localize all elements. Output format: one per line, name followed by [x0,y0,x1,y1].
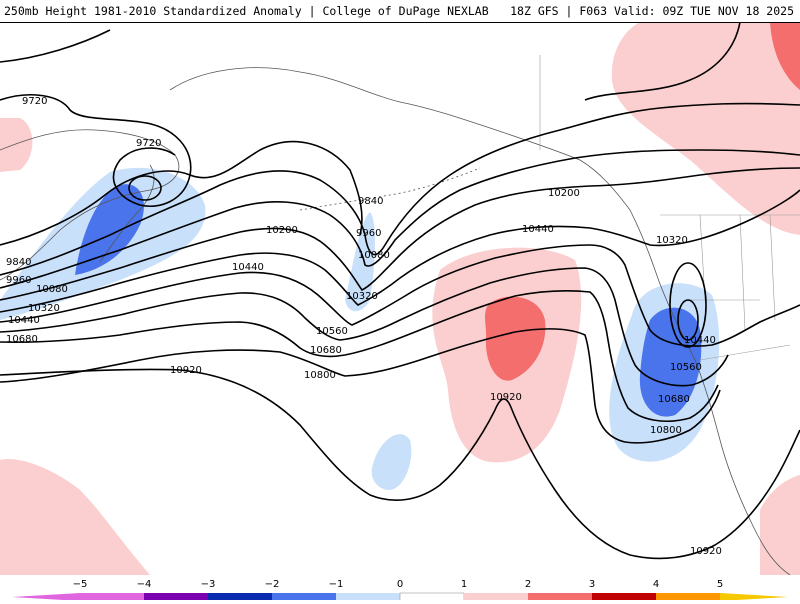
low-west [128,175,162,201]
pos1-anomaly-west [0,118,33,172]
colorbar: −5 −4 −3 −2 −1 0 1 2 3 4 5 [0,575,800,602]
contour-9840 [0,22,741,246]
cbar-arrow-right [720,593,788,601]
label-10560-a: 10560 [316,326,348,337]
cbar-label-pos5: 5 [717,579,723,590]
label-10800-b: 10800 [650,425,682,436]
label-10440-c: 10440 [8,315,40,326]
contour-labels: 9720 9720 9840 9840 9960 9960 10080 1008… [6,96,722,557]
cbar-label-zero: 0 [397,579,403,590]
contour-10320 [0,189,800,313]
cbar-label-neg5: −5 [73,579,88,590]
label-10440-a: 10440 [232,262,264,273]
label-10920-a: 10920 [170,365,202,376]
map-panel: 9720 9720 9840 9840 9960 9960 10080 1008… [0,22,800,575]
north-america-west-coast [654,269,791,575]
label-9720-a: 9720 [22,96,47,107]
cbar-neg1 [336,593,400,601]
label-10320-b: 10320 [28,303,60,314]
run-info: 18Z GFS | F063 Valid: 09Z TUE NOV 18 202… [510,4,794,18]
cbar-label-neg1: −1 [329,579,344,590]
map-header: 250mb Height 1981-2010 Standardized Anom… [0,0,800,23]
cbar-label-pos1: 1 [461,579,467,590]
low-east-inner [677,299,699,341]
pos2-anomaly-central [484,296,546,381]
cbar-label-neg3: −3 [201,579,216,590]
siberia-coast [0,129,180,281]
cbar-neg2 [272,593,336,601]
label-10680-c: 10680 [658,394,690,405]
contour-10920-south [0,368,800,560]
alaska-coast [169,67,656,271]
map-title: 250mb Height 1981-2010 Standardized Anom… [4,4,489,18]
cbar-neg5 [80,593,144,601]
us-state-lines [690,214,791,361]
contour-10440 [0,244,800,347]
pos2-anomaly-northeast [770,22,800,90]
label-9960-b: 9960 [6,275,31,286]
cbar-neg3 [208,593,272,601]
neg1-anomaly-small [371,434,412,490]
label-9840-b: 9840 [6,257,31,268]
contour-10200 [0,167,800,301]
label-10560-b: 10560 [670,362,702,373]
neg2-anomaly-west [75,184,144,275]
contour-10680 [0,290,719,422]
colorbar-swatches [12,592,788,602]
cbar-arrow-left [12,593,80,601]
label-10920-b: 10920 [490,392,522,403]
label-10440-b: 10440 [522,224,554,235]
contour-10560 [0,267,729,387]
cbar-label-pos3: 3 [589,579,595,590]
cbar-label-neg2: −2 [265,579,280,590]
height-contours [0,22,800,560]
label-9720-b: 9720 [136,138,161,149]
cbar-zero [399,592,465,602]
cbar-pos1 [464,593,528,601]
label-10680-a: 10680 [6,334,38,345]
label-10320-c: 10320 [656,235,688,246]
label-10200-a: 10200 [266,225,298,236]
colorbar-labels: −5 −4 −3 −2 −1 0 1 2 3 4 5 [73,579,724,590]
label-10800-a: 10800 [304,370,336,381]
contour-10800 [0,328,721,444]
cbar-pos4 [656,593,720,601]
label-10920-c: 10920 [690,546,722,557]
kamchatka [99,164,155,263]
cbar-label-pos4: 4 [653,579,659,590]
label-9840-a: 9840 [358,196,383,207]
label-10320-a: 10320 [346,291,378,302]
pos1-anomaly-northeast [611,22,800,235]
low-east [669,262,707,348]
label-10680-b: 10680 [310,345,342,356]
label-10200-b: 10200 [548,188,580,199]
contour-10080 [0,149,800,289]
pos1-anomaly-southwest [0,459,150,575]
contour-9960 [0,102,800,276]
colorbar-svg: −5 −4 −3 −2 −1 0 1 2 3 4 5 [12,579,788,602]
cbar-label-neg4: −4 [137,579,152,590]
cbar-neg4 [144,593,208,601]
aleutians [299,167,481,211]
cbar-label-pos2: 2 [525,579,531,590]
label-10080-b: 10080 [36,284,68,295]
label-9960-a: 9960 [356,228,381,239]
map-canvas: 9720 9720 9840 9840 9960 9960 10080 1008… [0,22,800,575]
pos1-anomaly-southeast [760,475,800,575]
label-10440-d: 10440 [684,335,716,346]
coastlines [0,55,800,575]
label-10080-a: 10080 [358,250,390,261]
cbar-pos2 [528,593,592,601]
cbar-pos3 [592,593,656,601]
closed-lows [128,175,707,348]
